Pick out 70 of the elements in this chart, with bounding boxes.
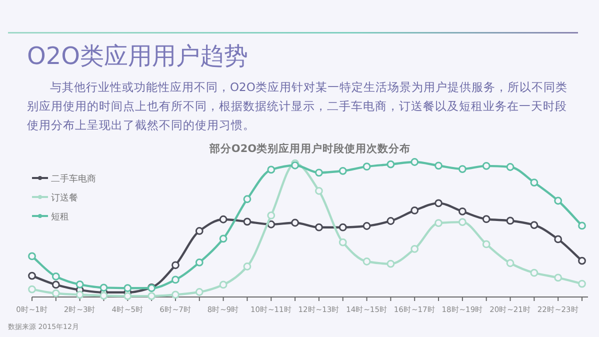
point <box>124 292 132 300</box>
point <box>267 166 276 174</box>
point <box>554 235 562 244</box>
point <box>530 221 538 229</box>
point <box>172 276 180 284</box>
point <box>100 284 108 292</box>
point <box>172 290 180 299</box>
point <box>28 272 36 280</box>
point <box>482 162 490 170</box>
point <box>148 292 156 300</box>
point <box>506 216 514 225</box>
point <box>410 206 419 214</box>
point <box>28 285 36 294</box>
point <box>52 289 60 298</box>
point <box>410 158 419 166</box>
point <box>219 215 228 224</box>
legend-label: 二手车电商 <box>51 174 96 184</box>
point <box>195 288 204 296</box>
point <box>458 207 466 216</box>
chart-title: O2O类应用用户趋势 <box>27 41 248 72</box>
point <box>482 240 490 248</box>
point <box>458 165 466 173</box>
chart-subtitle: 部分O2O类别应用用户时段使用次数分布 <box>208 142 411 155</box>
point <box>386 260 395 268</box>
point <box>28 252 36 260</box>
point <box>362 258 371 266</box>
point <box>578 222 586 230</box>
point <box>315 186 323 195</box>
point <box>195 258 204 266</box>
point <box>482 215 490 224</box>
point <box>52 280 60 289</box>
point <box>243 218 252 226</box>
point <box>434 219 442 227</box>
point <box>219 280 228 289</box>
point <box>315 223 323 232</box>
legend-label: 订送餐 <box>51 192 78 204</box>
point <box>362 222 371 230</box>
point <box>243 262 252 270</box>
point <box>172 261 180 270</box>
point <box>386 160 395 168</box>
point <box>362 162 371 171</box>
point <box>76 290 84 299</box>
point <box>315 168 323 177</box>
point <box>52 272 60 280</box>
point <box>530 268 538 277</box>
point <box>554 274 562 282</box>
point <box>124 284 132 292</box>
point <box>458 218 466 226</box>
point <box>578 256 586 265</box>
point <box>434 199 442 208</box>
text: 与其他行业性或功能性应用不同，O2O类应用针对某一特定生活场景为用户提供服务，所以不同类别应用使用的时间点上也有所不同，根据数据统计显示，二手车电商，订送餐以及短租业务在一天时段使用分布上呈现出了截然不同的使用习惯。 <box>27 79 568 134</box>
point <box>434 162 442 170</box>
point <box>386 217 395 225</box>
point <box>506 163 514 171</box>
point <box>76 280 84 288</box>
point <box>243 195 252 204</box>
point <box>554 196 562 205</box>
point <box>338 223 347 232</box>
point <box>291 218 299 227</box>
point <box>100 292 108 300</box>
point <box>267 212 276 220</box>
point <box>530 178 538 186</box>
point <box>338 238 347 246</box>
point <box>195 227 204 235</box>
point <box>219 234 228 243</box>
point <box>506 259 514 268</box>
point <box>410 244 419 253</box>
point <box>338 166 347 175</box>
point <box>578 280 586 288</box>
legend-label: 短租 <box>51 212 69 222</box>
